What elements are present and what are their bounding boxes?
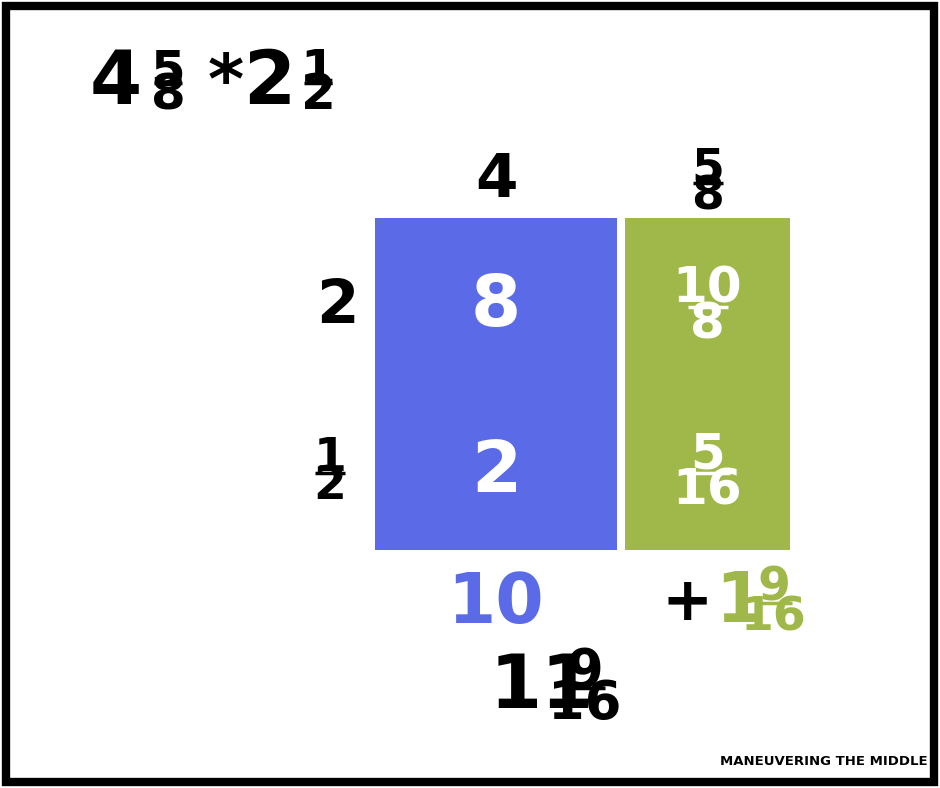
Text: +: + xyxy=(662,574,713,633)
Text: 16: 16 xyxy=(741,596,807,641)
Text: 8: 8 xyxy=(691,174,724,220)
Text: 11: 11 xyxy=(490,652,594,724)
Text: 2: 2 xyxy=(243,46,295,120)
Text: 1: 1 xyxy=(314,436,347,481)
Text: 16: 16 xyxy=(673,466,743,515)
Text: 10: 10 xyxy=(447,570,544,637)
Bar xyxy=(625,395,790,550)
Text: 2: 2 xyxy=(471,438,521,507)
Bar xyxy=(375,395,617,550)
Text: 5: 5 xyxy=(150,47,185,95)
Text: 8: 8 xyxy=(150,71,185,119)
Text: 4: 4 xyxy=(475,151,517,210)
Text: 1: 1 xyxy=(301,47,336,95)
Text: 5: 5 xyxy=(690,430,725,478)
Text: 2: 2 xyxy=(316,277,358,336)
Bar xyxy=(625,218,790,395)
Bar xyxy=(375,218,617,395)
Text: 8: 8 xyxy=(471,272,521,341)
Text: 5: 5 xyxy=(691,147,724,191)
Text: *: * xyxy=(208,50,244,117)
Text: 2: 2 xyxy=(301,71,336,119)
Text: 9: 9 xyxy=(567,646,603,698)
Text: 1: 1 xyxy=(715,570,763,637)
Text: MANEUVERING THE MIDDLE: MANEUVERING THE MIDDLE xyxy=(720,755,928,768)
Text: 2: 2 xyxy=(314,464,347,509)
Text: 9: 9 xyxy=(757,566,790,611)
Text: 4: 4 xyxy=(90,46,142,120)
Text: 10: 10 xyxy=(673,265,743,313)
Text: 8: 8 xyxy=(690,300,725,348)
Text: 16: 16 xyxy=(548,678,621,730)
